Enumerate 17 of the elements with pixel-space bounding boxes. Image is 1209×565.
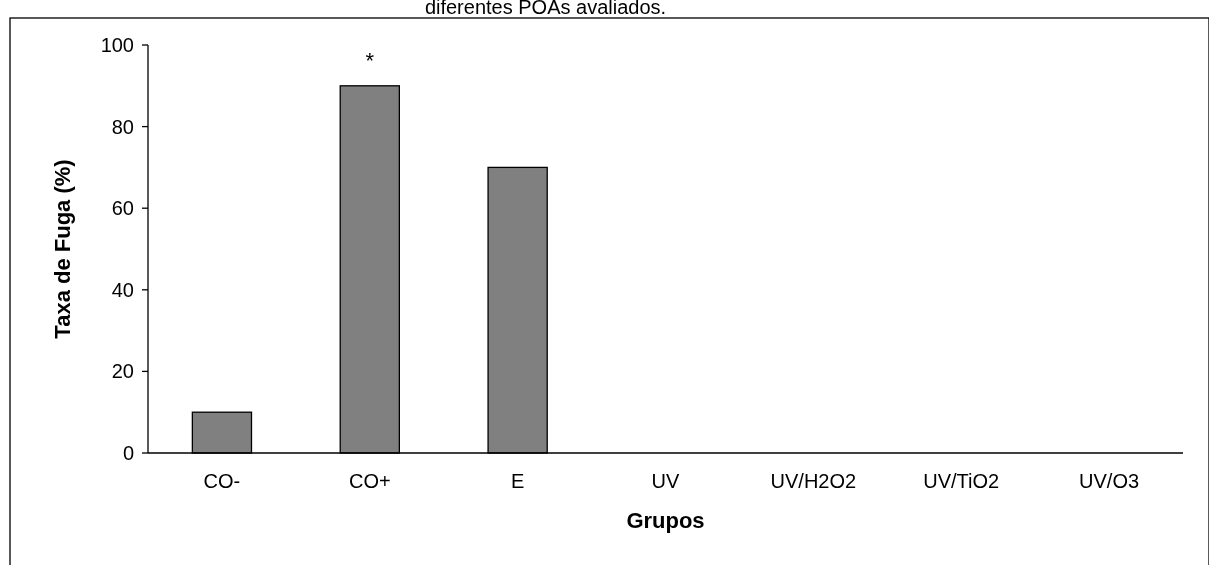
y-tick-label: 60 [111, 197, 134, 220]
chart-title: diferentes POAs avaliados. [424, 0, 667, 18]
y-tick-label: 80 [111, 115, 134, 138]
x-tick-label: CO- [203, 470, 241, 492]
y-axis-title: Taxa de Fuga (%) [50, 159, 75, 339]
y-tick-label: 40 [111, 278, 134, 301]
x-tick-label: UV [651, 470, 681, 492]
x-tick-label: E [510, 470, 525, 492]
annotation: * [365, 47, 375, 73]
x-tick-label: UV/O3 [1079, 470, 1140, 492]
y-tick-label: 20 [111, 360, 134, 383]
x-tick-label: UV/TiO2 [923, 470, 1000, 492]
y-tick-label: 100 [100, 34, 134, 56]
x-tick-label: UV/H2O2 [770, 470, 857, 492]
x-tick-label: CO+ [348, 470, 391, 492]
y-tick-label: 0 [122, 442, 134, 464]
x-axis-title: Grupos [626, 508, 705, 533]
